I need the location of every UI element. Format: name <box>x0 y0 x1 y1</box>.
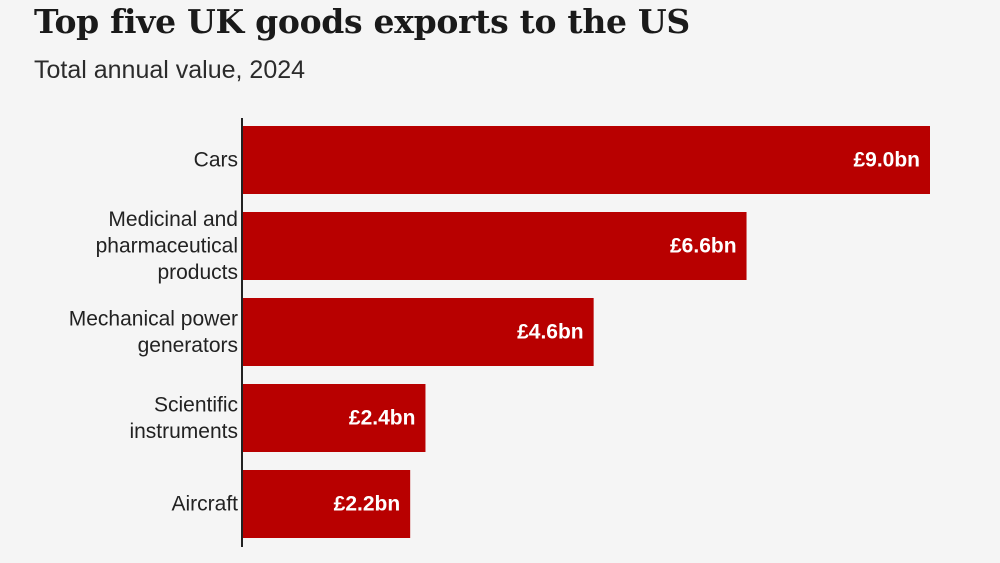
bar <box>242 298 594 366</box>
chart-title: Top five UK goods exports to the US <box>34 2 690 41</box>
bar-value-label: £2.2bn <box>334 493 401 516</box>
category-label: products <box>157 261 238 284</box>
category-label: Medicinal and <box>108 208 238 231</box>
chart-subtitle: Total annual value, 2024 <box>34 56 306 84</box>
bar-value-label: £6.6bn <box>670 235 737 258</box>
bar <box>242 470 411 538</box>
bar-value-label: £9.0bn <box>853 149 920 172</box>
category-label: pharmaceutical <box>96 235 238 258</box>
bar <box>242 212 747 280</box>
bar-value-label: £4.6bn <box>517 321 584 344</box>
category-label: Aircraft <box>171 493 238 516</box>
category-label: Cars <box>194 149 238 172</box>
category-label: Scientific <box>154 393 238 416</box>
bar <box>242 384 426 452</box>
bar-value-label: £2.4bn <box>349 407 416 430</box>
category-label: generators <box>138 334 238 357</box>
category-label: instruments <box>129 420 238 443</box>
category-label: Mechanical power <box>69 307 238 330</box>
bar <box>242 126 930 194</box>
